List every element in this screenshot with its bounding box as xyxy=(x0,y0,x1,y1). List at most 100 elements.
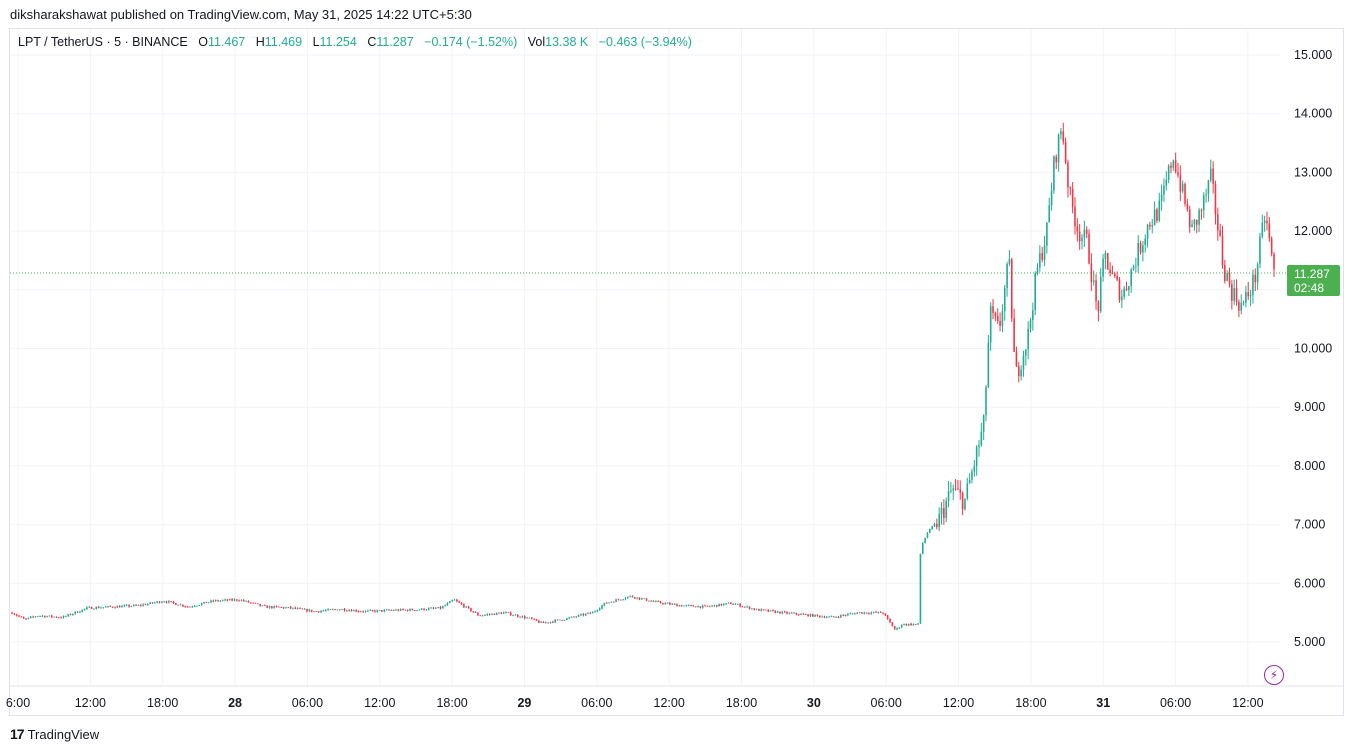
candle-body xyxy=(1167,165,1170,181)
candle-body xyxy=(1270,238,1273,254)
candle-body xyxy=(381,610,383,612)
candle-body xyxy=(957,488,959,490)
candle-body xyxy=(353,610,355,612)
candle-body xyxy=(568,617,571,619)
candle-body xyxy=(704,605,706,607)
candle-body xyxy=(746,606,748,608)
candle-body xyxy=(413,610,416,611)
candle-body xyxy=(1226,273,1228,281)
candle-body xyxy=(540,621,542,623)
candle-body xyxy=(250,602,252,604)
candle-body xyxy=(154,602,156,604)
y-tick-label: 14.000 xyxy=(1294,107,1332,121)
candle-body xyxy=(367,610,369,612)
y-tick-label: 13.000 xyxy=(1294,165,1332,179)
candle-body xyxy=(821,616,823,618)
candle-body xyxy=(463,604,465,608)
legend-high-label: H xyxy=(255,35,265,49)
candle-body xyxy=(163,601,165,603)
candle-body xyxy=(434,608,437,609)
candle-body xyxy=(975,447,978,467)
candle-body xyxy=(739,603,741,607)
candle-body xyxy=(158,601,161,603)
candle-body xyxy=(142,604,144,606)
candle-body xyxy=(460,602,463,605)
candle-body xyxy=(713,605,716,606)
candle-body xyxy=(514,614,517,616)
candle-body xyxy=(149,602,151,604)
candle-body xyxy=(837,616,840,618)
candle-body xyxy=(1181,183,1184,192)
candle-body xyxy=(264,605,266,607)
candle-body xyxy=(793,612,795,614)
x-tick-label: 30 xyxy=(807,696,821,710)
candle-body xyxy=(886,615,889,619)
candle-body xyxy=(622,599,624,601)
candle-body xyxy=(451,600,453,602)
legend-symbol[interactable]: LPT / TetherUS · 5 · BINANCE xyxy=(18,35,188,49)
candle-body xyxy=(680,605,683,607)
lightning-alert-icon[interactable]: ⚡ xyxy=(1264,665,1284,685)
candle-body xyxy=(224,599,226,601)
candle-body xyxy=(760,609,763,611)
candle-body xyxy=(673,603,676,605)
candle-body xyxy=(13,613,16,615)
publisher-caption: diksharakshawat published on TradingView… xyxy=(10,7,472,22)
candle-body xyxy=(397,609,400,611)
candle-body xyxy=(980,431,983,446)
candle-body xyxy=(1025,349,1027,356)
candle-body xyxy=(554,619,556,623)
candle-body xyxy=(1071,188,1074,207)
candle-body xyxy=(973,466,976,472)
candle-body xyxy=(547,622,549,624)
candle-body xyxy=(1055,156,1058,163)
candle-body xyxy=(217,600,219,602)
candle-body xyxy=(687,605,690,606)
candle-body xyxy=(683,605,685,607)
candle-body xyxy=(1231,284,1233,301)
candle-body xyxy=(959,489,962,493)
candle-body xyxy=(945,500,948,518)
candle-body xyxy=(811,614,814,617)
candle-body xyxy=(456,599,458,602)
candle-body xyxy=(1001,311,1004,326)
candle-body xyxy=(336,609,339,611)
legend-open-value: 11.467 xyxy=(207,35,246,49)
candle-body xyxy=(538,620,540,623)
candle-body xyxy=(1102,258,1104,277)
candle-body xyxy=(870,612,873,614)
candle-body xyxy=(486,614,489,616)
legend-low-label: L xyxy=(312,35,320,49)
x-tick-label: 18:00 xyxy=(1015,696,1046,710)
chart-frame xyxy=(9,28,1344,716)
candle-body xyxy=(287,606,290,608)
candle-body xyxy=(765,609,767,611)
candle-body xyxy=(329,609,332,610)
candle-body xyxy=(1050,190,1053,206)
candle-body xyxy=(409,608,411,611)
candle-body xyxy=(996,315,999,322)
candle-body xyxy=(74,611,77,614)
candle-body xyxy=(854,613,856,615)
x-tick-label: 31 xyxy=(1096,696,1110,710)
candle-body xyxy=(20,616,23,618)
candle-body xyxy=(917,623,919,625)
candle-body xyxy=(362,611,365,613)
candle-body xyxy=(350,610,353,612)
y-tick-label: 10.000 xyxy=(1294,342,1332,356)
candle-body xyxy=(624,598,627,600)
candle-body xyxy=(664,603,667,604)
candle-body xyxy=(1022,355,1025,370)
candle-body xyxy=(193,606,196,608)
candle-body xyxy=(914,624,917,625)
candle-body xyxy=(41,615,44,617)
candle-body xyxy=(1228,273,1231,285)
candle-body xyxy=(324,610,327,611)
candle-body xyxy=(1118,279,1121,301)
candle-body xyxy=(1209,168,1212,181)
candle-body xyxy=(1205,194,1207,196)
candle-body xyxy=(582,614,585,616)
candle-body xyxy=(465,606,468,608)
candle-body xyxy=(177,604,180,606)
